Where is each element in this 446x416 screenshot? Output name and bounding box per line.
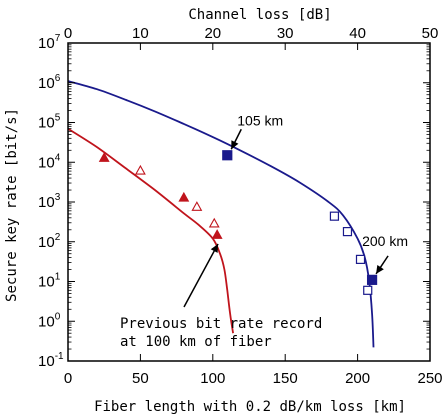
x2-tick-label-0: 0 [64, 25, 72, 42]
annotation-previous-record-arrow-shaft [183, 243, 219, 308]
series-1-curve [67, 80, 375, 348]
x2-axis-label: Channel loss [dB] [188, 7, 331, 23]
annotation-105km-label: 105 km [237, 112, 283, 128]
series-2-open-triangle-2 [191, 201, 203, 211]
series-1-filled-square-1 [222, 150, 233, 161]
series-2-open-triangle-3 [208, 217, 220, 228]
curves-layer [67, 80, 375, 348]
series-1-open-square-1 [329, 211, 340, 221]
y-tick-label--1: 10-1 [38, 351, 64, 370]
y-tick-label-0: 100 [38, 311, 61, 330]
series-2-filled-triangle-2 [178, 191, 190, 202]
y-tick-label-1: 101 [38, 272, 61, 291]
x-tick-label-100: 100 [200, 370, 225, 387]
x2-tick-label-50: 50 [422, 25, 439, 42]
x-tick-label-200: 200 [345, 370, 370, 387]
y-axis-label: Secure key rate [bit/s] [4, 108, 20, 302]
x-axis-label: Fiber length with 0.2 dB/km loss [km] [94, 399, 406, 415]
plot-frame [67, 42, 431, 362]
y-tick-label-4: 104 [38, 152, 61, 171]
x-tick-label-150: 150 [273, 370, 298, 387]
x-tick-label-250: 250 [417, 370, 442, 387]
x2-tick-label-30: 30 [277, 25, 294, 42]
y-tick-label-3: 103 [38, 192, 61, 211]
series-2-filled-triangle-3 [211, 229, 223, 239]
y-tick-label-2: 102 [38, 232, 61, 251]
x2-tick-label-10: 10 [132, 25, 149, 42]
annotation-previous-record-arrow-head [210, 243, 219, 253]
annotations-layer: 105 km 200 km Previous bit rate record at 1… [120, 112, 408, 350]
y-tick-label-5: 105 [38, 113, 61, 132]
annotation-105km-arrow-head [231, 140, 239, 150]
annotation-200km-arrow-head [376, 264, 384, 274]
x-tick-label-0: 0 [64, 370, 72, 387]
series-2-curve [67, 127, 234, 334]
series-1-open-square-2 [342, 227, 353, 237]
series-2-open-triangle-1 [134, 164, 146, 175]
series-1-open-square-3 [355, 254, 366, 264]
y-tick-label-7: 107 [38, 33, 61, 52]
x2-tick-label-20: 20 [204, 25, 221, 42]
annotation-previous-record-line-2: at 100 km of fiber [120, 334, 272, 350]
x-tick-label-50: 50 [132, 370, 149, 387]
annotation-previous-record-line-1: Previous bit rate record [120, 316, 322, 332]
series-1-filled-square-2 [366, 274, 378, 285]
annotation-200km-label: 200 km [362, 233, 408, 249]
y-tick-label-6: 106 [38, 73, 61, 92]
points-layer [98, 150, 378, 295]
ticks-layer: 0 50 100 150 200 250 0 10 20 30 40 50 10-1 100 101 102 1… [38, 25, 443, 387]
series-2-filled-triangle-1 [98, 152, 110, 162]
series-1-open-square-4 [363, 285, 373, 295]
x2-tick-label-40: 40 [349, 25, 366, 42]
